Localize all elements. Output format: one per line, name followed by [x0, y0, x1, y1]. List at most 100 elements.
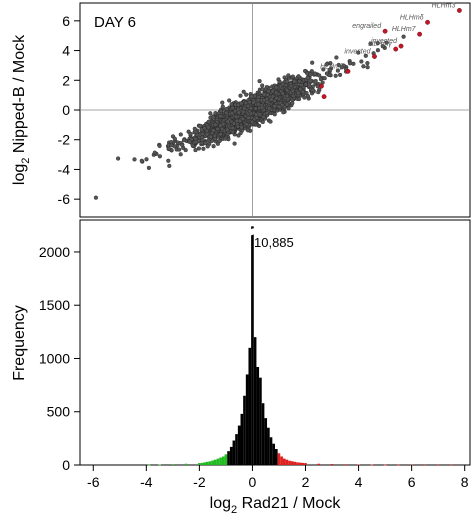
scatter-y-axis-title: log2 Nipped-B / Mock: [11, 34, 32, 185]
histogram-bar: [171, 464, 175, 465]
scatter-point: [180, 142, 185, 147]
histogram-bar: [298, 462, 302, 465]
histogram-bar: [301, 462, 305, 465]
scatter-point: [267, 106, 272, 111]
scatter-point: [288, 83, 294, 89]
scatter-point: [318, 76, 323, 82]
scatter-point: [178, 152, 183, 157]
highlighted-gene-point: [345, 68, 351, 74]
scatter-point: [249, 94, 254, 99]
scatter-point: [260, 83, 265, 88]
scatter-point: [375, 48, 380, 53]
histogram-bar: [423, 464, 427, 466]
scatter-point: [225, 119, 230, 124]
histogram-bar: [397, 464, 400, 466]
histogram-bar: [277, 453, 281, 465]
histogram-x-ticks: -6 -4 -2 0 2 4 6 8: [87, 465, 469, 490]
histogram-bar: [269, 437, 273, 465]
scatter-point: [193, 148, 198, 153]
scatter-point: [316, 89, 321, 95]
scatter-point: [296, 90, 301, 95]
scatter-point: [335, 68, 340, 73]
scatter-point: [277, 79, 282, 84]
scatter-point: [238, 93, 243, 98]
scatter-point: [270, 89, 275, 94]
scatter-point: [313, 78, 318, 84]
y-tick-label: 0: [62, 102, 70, 118]
scatter-point: [220, 100, 225, 105]
scatter-point: [172, 136, 177, 141]
scatter-point: [299, 83, 304, 88]
y-tick-label: 0: [62, 457, 70, 473]
scatter-point: [208, 111, 213, 116]
scatter-point: [246, 115, 251, 120]
scatter-point: [144, 157, 149, 162]
histogram-bar: [267, 427, 270, 465]
scatter-point: [322, 76, 327, 81]
scatter-point: [290, 88, 295, 93]
x-tick-label: 2: [302, 474, 310, 490]
scatter-point: [307, 83, 312, 88]
highlighted-gene-point: [321, 94, 327, 100]
scatter-point: [238, 131, 243, 136]
scatter-point: [281, 110, 286, 115]
scatter-point: [220, 126, 225, 132]
scatter-point: [310, 87, 315, 92]
histogram-bar: [253, 337, 257, 465]
histogram-bar: [259, 377, 262, 465]
histogram-bar: [288, 460, 291, 465]
scatter-point: [232, 141, 237, 146]
y-tick-label: 1000: [39, 350, 70, 366]
scatter-point: [401, 34, 406, 39]
scatter-point: [218, 132, 223, 137]
scatter-point: [157, 143, 162, 148]
histogram-panel: 10,885 2000 1500 1000 500 0 -6 -4 -2 0 2 4 6 8 Freq…: [11, 219, 471, 516]
scatter-point: [230, 129, 235, 135]
histogram-bar: [237, 425, 241, 465]
gene-label: invected: [371, 38, 398, 45]
scatter-point: [365, 60, 370, 66]
scatter-point: [188, 131, 193, 136]
scatter-point: [284, 102, 290, 107]
scatter-point: [308, 78, 313, 84]
scatter-point: [327, 67, 332, 73]
scatter-point: [187, 139, 192, 144]
x-tick-label: 0: [249, 474, 257, 490]
scatter-point: [206, 119, 211, 124]
histogram-bar: [293, 461, 297, 465]
highlighted-gene-point: [398, 43, 404, 49]
histogram-bar: [248, 347, 252, 465]
histogram-bar: [304, 463, 307, 465]
scatter-point: [296, 74, 301, 79]
gene-label: HLHmβ: [320, 63, 344, 70]
scatter-highlighted-genes: HLHm3 HLHmδ engrailed HLHm7 invectedinvected…: [308, 2, 462, 100]
scatter-point: [223, 136, 228, 141]
scatter-point: [260, 119, 265, 125]
scatter-point: [317, 73, 322, 78]
scatter-point: [347, 61, 353, 66]
scatter-point: [312, 71, 317, 76]
histogram-bar: [203, 462, 207, 465]
scatter-point: [236, 110, 241, 115]
histogram-bar: [245, 374, 249, 465]
scatter-point: [286, 73, 291, 78]
scatter-point: [132, 157, 137, 162]
highlighted-gene-point: [456, 8, 462, 13]
scatter-point: [195, 132, 200, 137]
histogram-bar: [264, 418, 268, 465]
scatter-point: [115, 156, 121, 161]
histogram-bar: [232, 440, 236, 465]
scatter-point: [243, 100, 249, 106]
gene-label: HLHm3: [432, 2, 456, 9]
scatter-point: [351, 61, 356, 66]
scatter-point: [205, 144, 210, 149]
histogram-bar: [147, 464, 151, 466]
scatter-point: [380, 44, 385, 49]
histogram-bar: [272, 443, 275, 465]
scatter-point: [324, 71, 329, 76]
scatter-point: [384, 40, 389, 45]
histogram-peak-break: [249, 228, 256, 236]
y-tick-label: -4: [58, 161, 71, 177]
scatter-point: [262, 92, 267, 97]
histogram-bar: [216, 458, 220, 465]
